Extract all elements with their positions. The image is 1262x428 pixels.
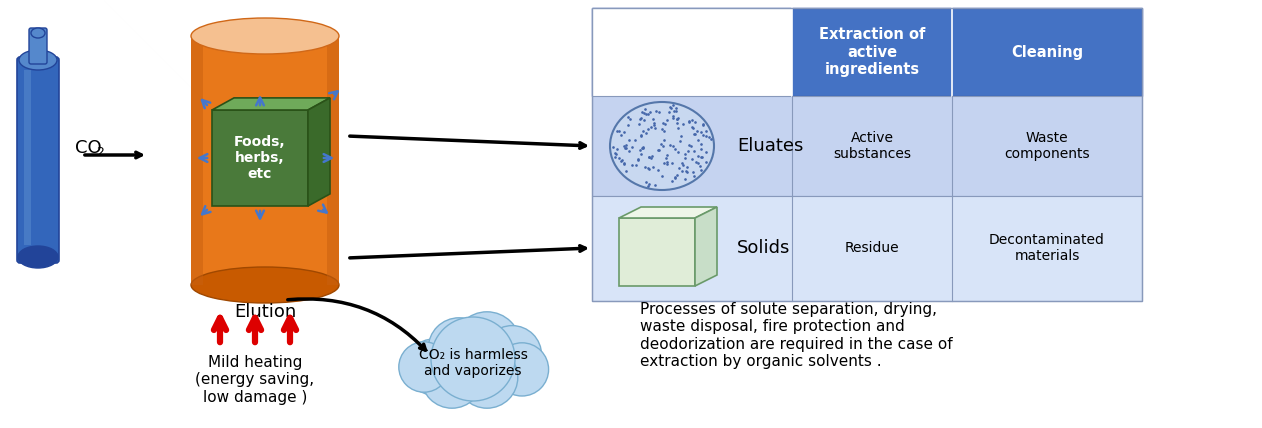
Text: Extraction of
active
ingredients: Extraction of active ingredients — [819, 27, 925, 77]
Ellipse shape — [19, 50, 57, 70]
Polygon shape — [695, 207, 717, 286]
Circle shape — [496, 343, 549, 396]
Bar — [191, 36, 339, 285]
Polygon shape — [212, 110, 308, 206]
Text: Processes of solute separation, drying,
waste disposal, fire protection and
deod: Processes of solute separation, drying, … — [640, 302, 953, 369]
FancyBboxPatch shape — [16, 57, 59, 263]
Circle shape — [422, 347, 483, 408]
Bar — [592, 8, 793, 96]
Bar — [592, 196, 1142, 301]
Polygon shape — [618, 207, 717, 218]
Text: Mild heating
(energy saving,
low damage ): Mild heating (energy saving, low damage … — [196, 355, 314, 405]
Text: Cleaning: Cleaning — [1011, 45, 1083, 59]
Text: Waste
components: Waste components — [1005, 131, 1090, 161]
Ellipse shape — [32, 28, 45, 38]
Circle shape — [406, 339, 462, 395]
Polygon shape — [212, 98, 329, 110]
Circle shape — [456, 347, 517, 408]
Circle shape — [399, 342, 449, 392]
Polygon shape — [618, 218, 695, 286]
Text: Solids: Solids — [737, 239, 790, 257]
Polygon shape — [308, 98, 329, 206]
Text: CO₂ is harmless
and vaporizes: CO₂ is harmless and vaporizes — [419, 348, 528, 378]
Bar — [592, 8, 1142, 301]
Circle shape — [432, 317, 515, 401]
Text: Decontaminated
materials: Decontaminated materials — [989, 233, 1106, 263]
Bar — [327, 36, 339, 285]
Bar — [24, 70, 32, 245]
Text: CO: CO — [74, 139, 102, 157]
Ellipse shape — [191, 267, 339, 303]
Text: Residue: Residue — [844, 241, 900, 255]
Bar — [423, 355, 524, 385]
Ellipse shape — [191, 18, 339, 54]
Circle shape — [428, 318, 490, 379]
Bar — [592, 96, 1142, 196]
Text: Elution: Elution — [233, 303, 297, 321]
Circle shape — [453, 312, 521, 379]
Ellipse shape — [18, 246, 58, 268]
Text: Eluates: Eluates — [737, 137, 804, 155]
Text: 2: 2 — [96, 146, 103, 158]
Bar — [592, 8, 1142, 96]
Text: Foods,
herbs,
etc: Foods, herbs, etc — [235, 135, 285, 181]
Ellipse shape — [610, 102, 714, 190]
Circle shape — [483, 326, 541, 384]
Bar — [191, 36, 203, 285]
FancyBboxPatch shape — [29, 28, 47, 64]
Text: Active
substances: Active substances — [833, 131, 911, 161]
